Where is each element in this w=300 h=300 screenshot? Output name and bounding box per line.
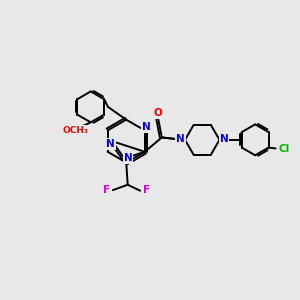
Text: F: F: [103, 184, 110, 194]
Text: O: O: [154, 108, 163, 118]
Text: N: N: [220, 134, 228, 144]
Text: N: N: [106, 139, 115, 149]
Text: Cl: Cl: [278, 144, 290, 154]
Text: N: N: [124, 153, 132, 163]
Text: N: N: [142, 122, 151, 132]
Text: N: N: [176, 134, 185, 144]
Text: F: F: [142, 185, 150, 195]
Text: OCH₃: OCH₃: [63, 126, 89, 135]
